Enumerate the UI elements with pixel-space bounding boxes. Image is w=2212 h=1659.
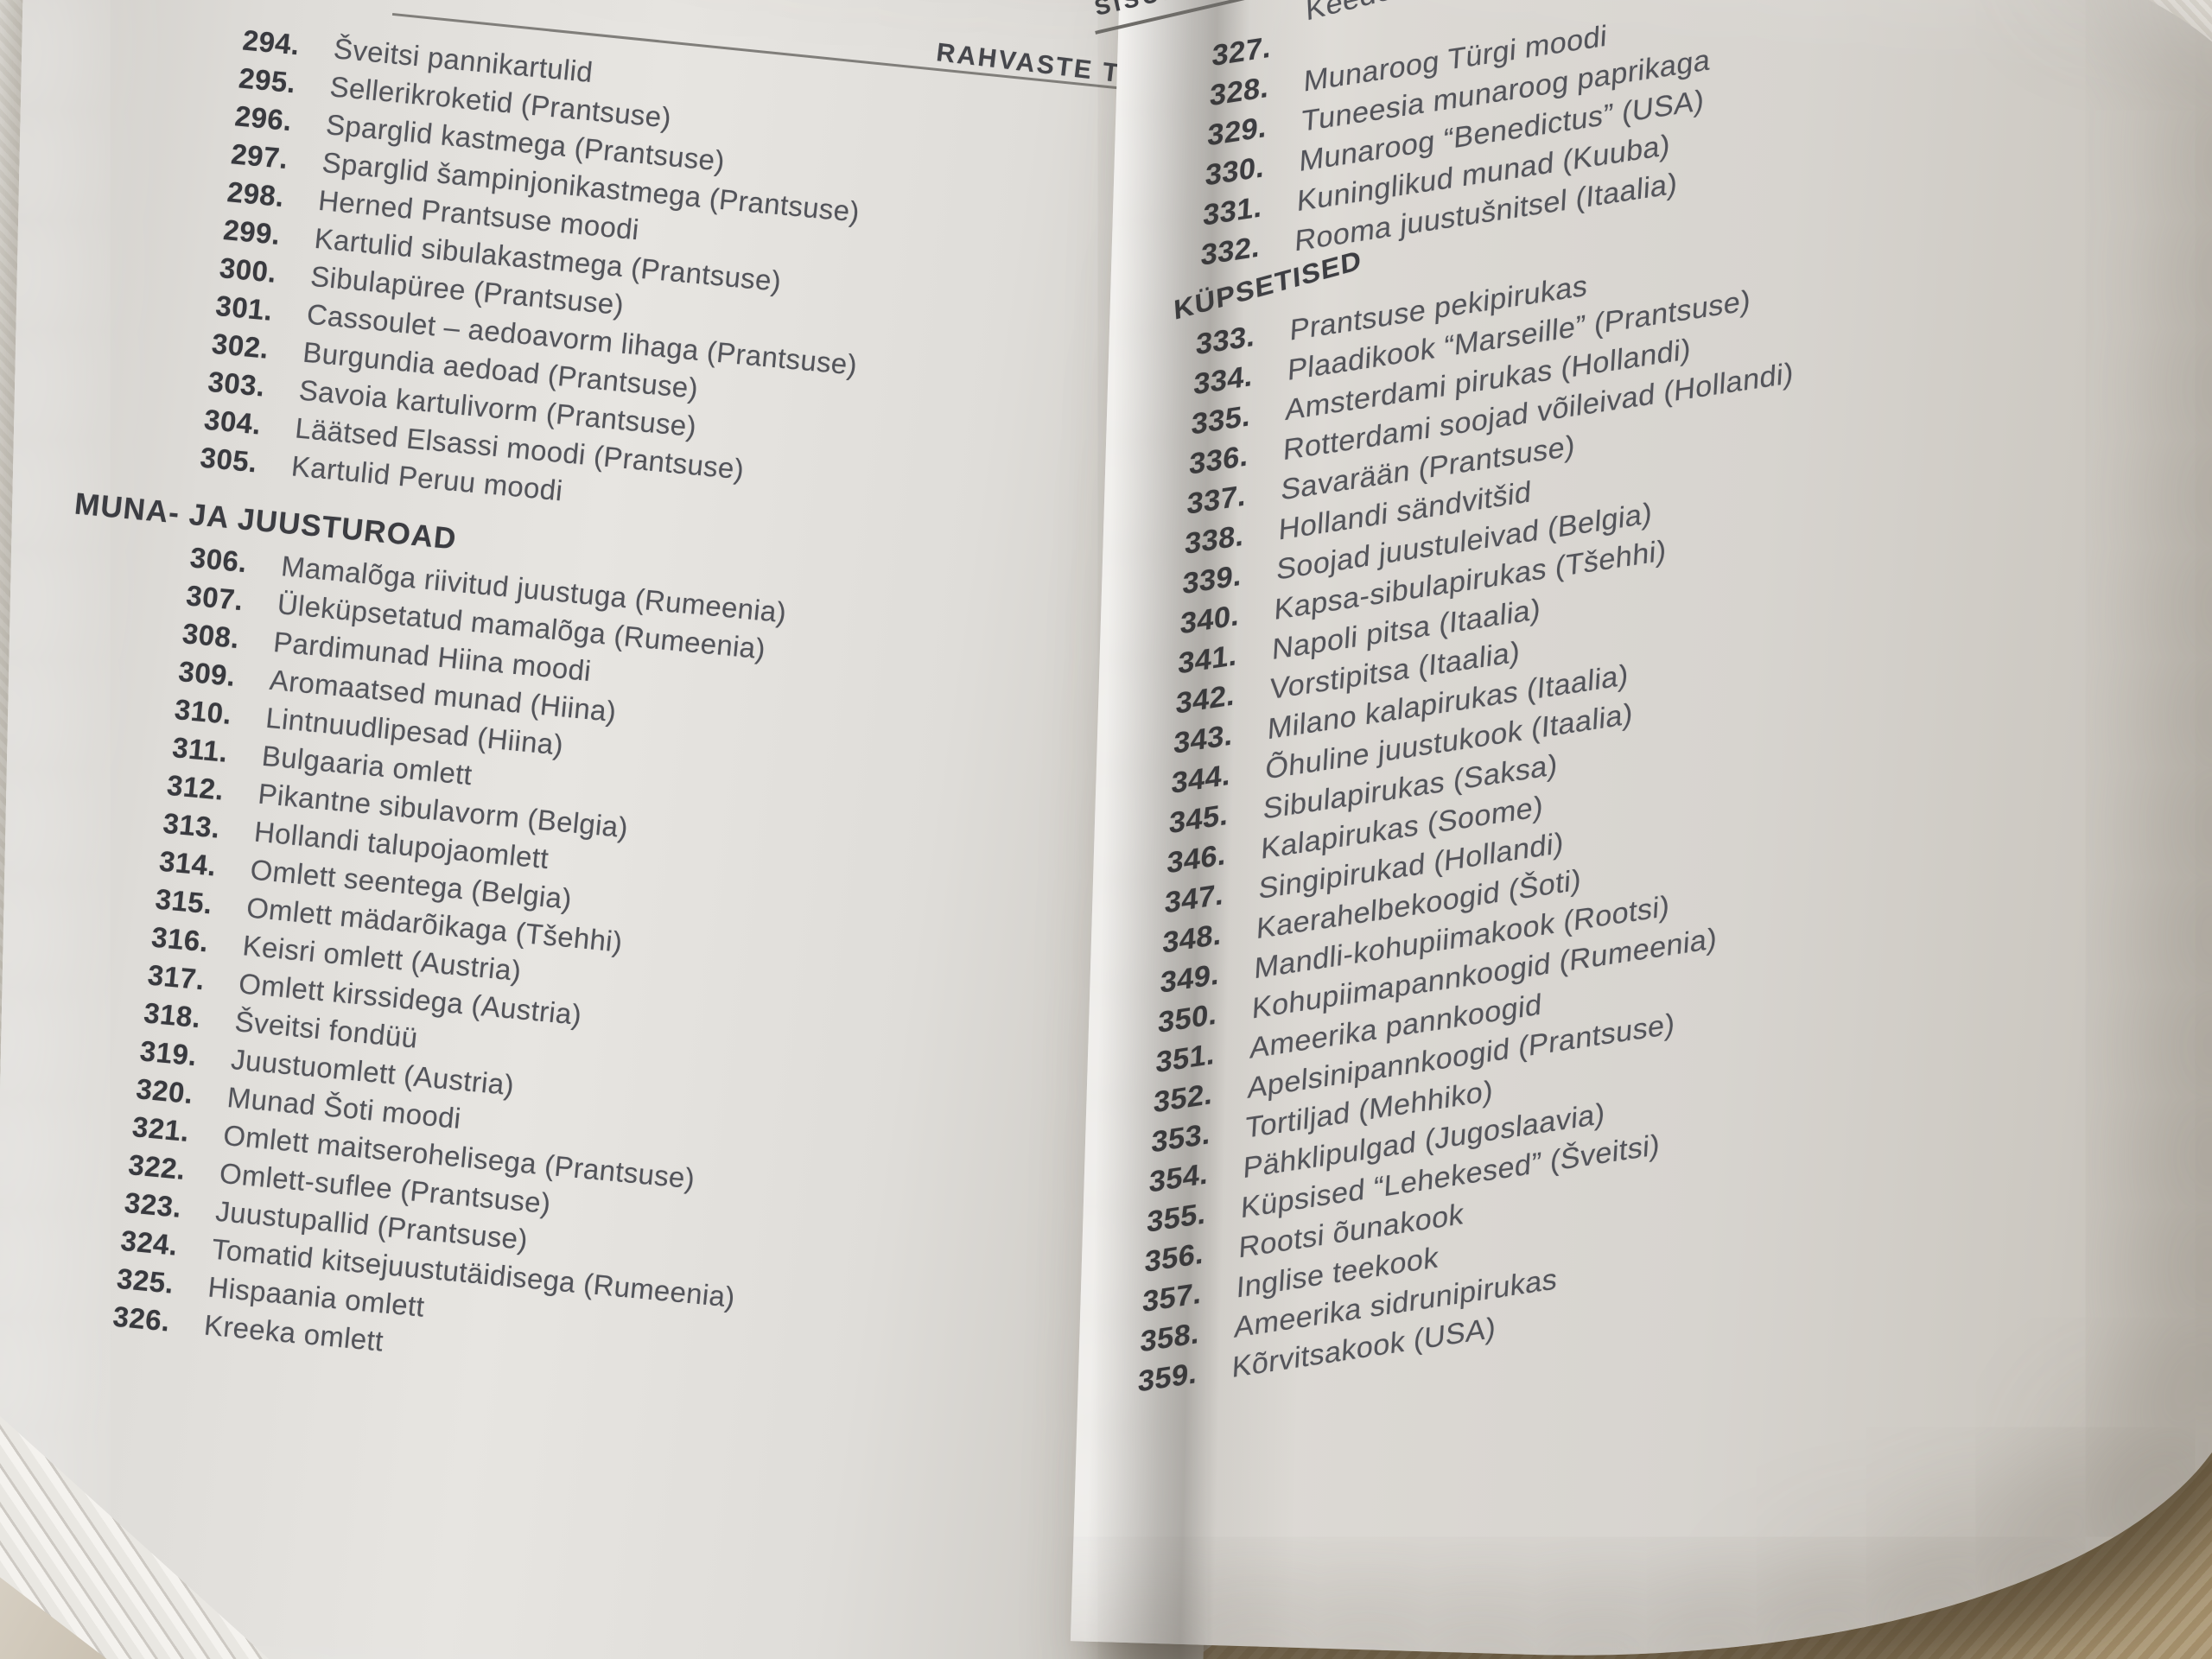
toc-entry-text: Keedetud munad (Eg — [1305, 0, 1592, 29]
toc-entry-number: 333. — [1194, 319, 1256, 362]
left-page-toc-list: 294. Šveitsi pannikartulid 295. Sellerik… — [0, 12, 1154, 1422]
right-page-toc-list: 327. Keedetud munad (Eg 328. Munaroog Tü… — [1122, 0, 2212, 1408]
left-page: RAHVASTE TOITE 294. Šveitsi pannikartuli… — [0, 0, 1239, 1659]
toc-entry-number: 327. — [1211, 30, 1273, 73]
right-page: 327. Keedetud munad (Eg 328. Munaroog Tü… — [1070, 0, 2212, 1659]
